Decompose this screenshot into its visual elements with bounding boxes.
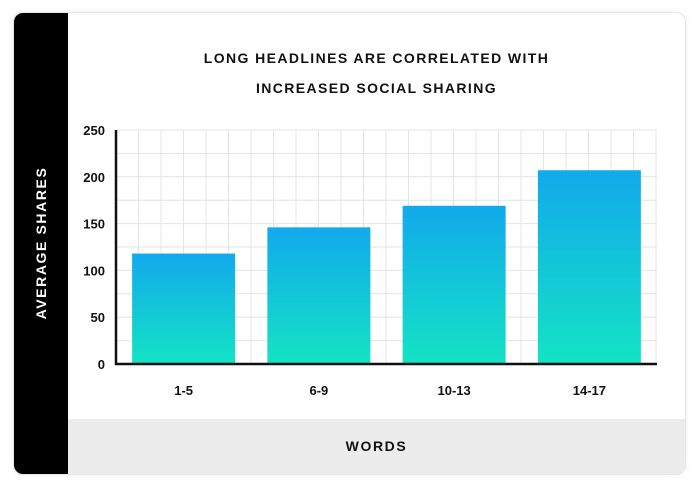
y-axis-label-band: AVERAGE SHARES <box>14 13 68 474</box>
y-tick-label: 0 <box>98 357 105 372</box>
x-tick-label: 1-5 <box>174 383 193 398</box>
y-tick-label: 50 <box>91 310 105 325</box>
bar-chart: 1-5 6-9 10-13 14-17 0 50 100 150 200 250 <box>83 123 657 398</box>
bars <box>132 170 641 364</box>
y-tick-label: 200 <box>83 170 105 185</box>
chart-card: AVERAGE SHARES WORDS LONG HEADLINES ARE … <box>13 12 686 475</box>
x-tick-label: 6-9 <box>309 383 328 398</box>
axes <box>114 130 657 366</box>
y-tick-label: 250 <box>83 123 105 138</box>
y-tick-label: 100 <box>83 263 105 278</box>
bar-1-5 <box>132 253 236 364</box>
bar-10-13 <box>402 205 506 364</box>
x-tick-label: 14-17 <box>573 383 606 398</box>
chart-subtitle: INCREASED SOCIAL SHARING <box>255 80 498 96</box>
y-tick-label: 150 <box>83 217 105 232</box>
x-axis-label-band: WORDS <box>68 419 685 474</box>
chart-title: LONG HEADLINES ARE CORRELATED WITH <box>203 50 550 66</box>
bar-14-17 <box>537 170 641 364</box>
tick-labels: 1-5 6-9 10-13 14-17 0 50 100 150 200 250 <box>83 123 606 398</box>
bar-6-9 <box>267 227 371 364</box>
x-tick-label: 10-13 <box>438 383 471 398</box>
x-axis-label: WORDS <box>345 438 408 454</box>
